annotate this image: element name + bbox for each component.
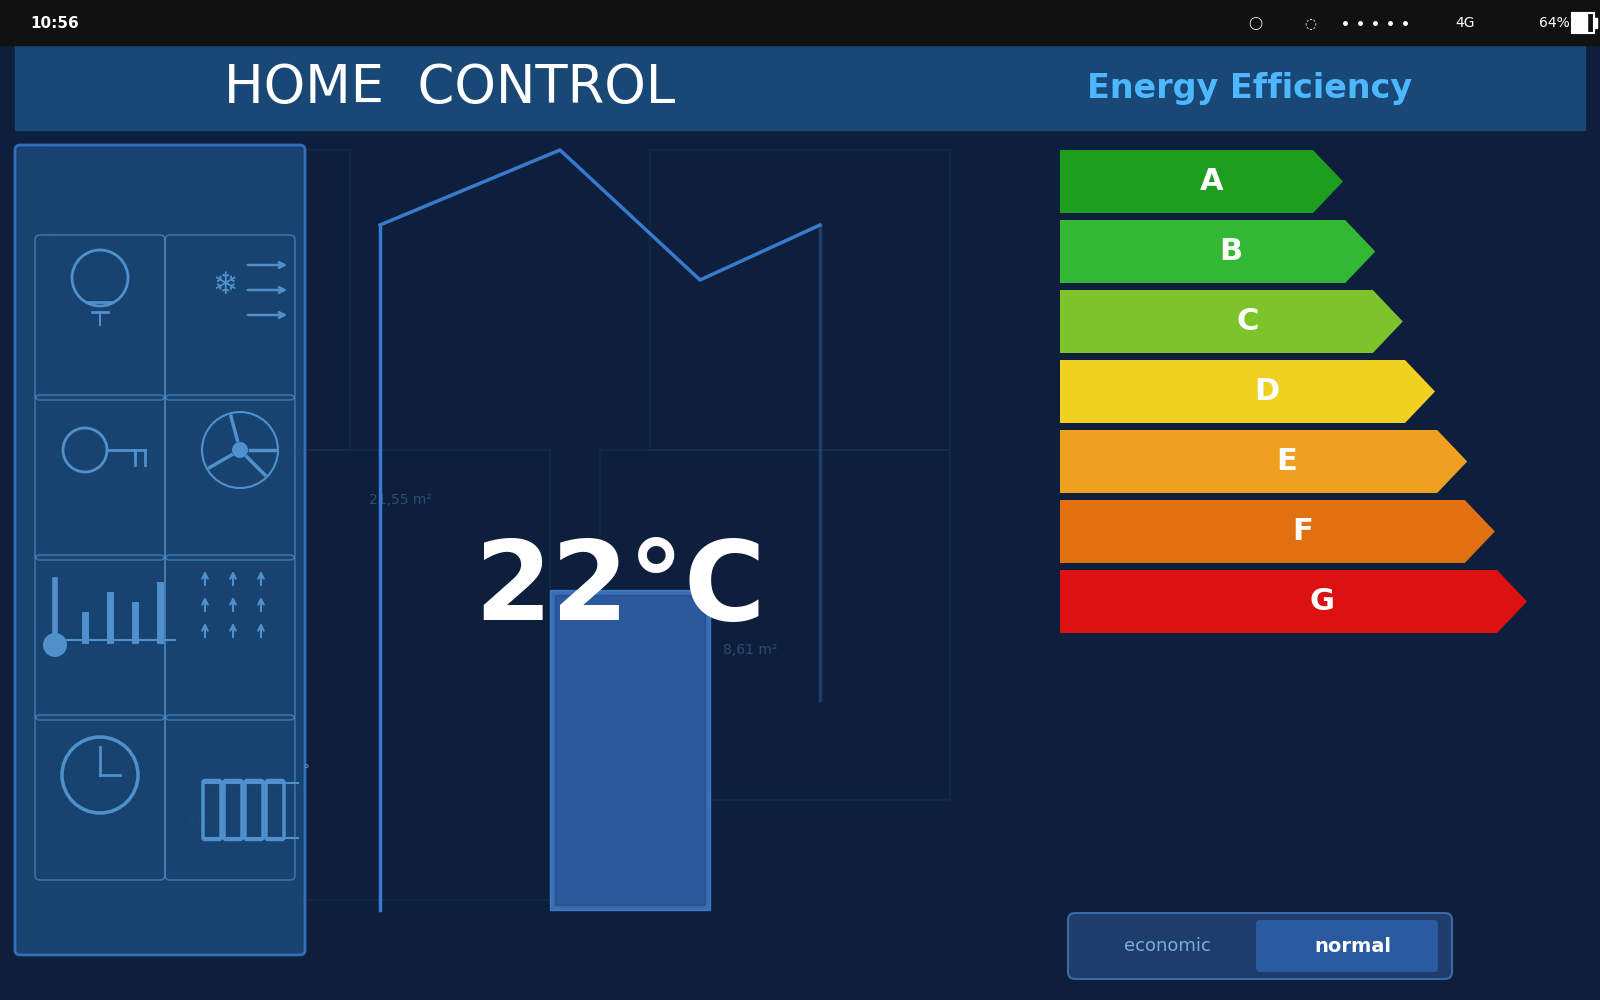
Polygon shape <box>1059 500 1494 563</box>
Circle shape <box>43 633 67 657</box>
Text: 21,55 m²: 21,55 m² <box>368 493 432 507</box>
Text: normal: normal <box>1314 936 1390 956</box>
FancyBboxPatch shape <box>14 145 306 955</box>
Text: 22°C: 22°C <box>474 536 766 644</box>
Text: ❄: ❄ <box>213 270 238 300</box>
Polygon shape <box>1059 360 1435 423</box>
Text: 8,61 m²: 8,61 m² <box>723 643 778 657</box>
Bar <box>555 595 706 905</box>
Polygon shape <box>1059 570 1526 633</box>
Bar <box>550 590 710 910</box>
FancyBboxPatch shape <box>1069 913 1453 979</box>
Text: G: G <box>1310 587 1334 616</box>
Bar <box>1573 14 1587 32</box>
Text: 10:56: 10:56 <box>30 15 78 30</box>
Text: E: E <box>1275 447 1296 476</box>
Bar <box>1571 13 1594 33</box>
Text: A: A <box>1200 167 1224 196</box>
Circle shape <box>232 442 248 458</box>
Text: ◌: ◌ <box>1304 16 1317 30</box>
Text: 9 m²: 9 m² <box>187 815 213 825</box>
Text: HOME  CONTROL: HOME CONTROL <box>224 62 675 114</box>
Text: F: F <box>1293 517 1314 546</box>
Text: Energy Efficiency: Energy Efficiency <box>1088 72 1413 105</box>
Bar <box>1594 18 1597 28</box>
Text: C: C <box>1237 307 1259 336</box>
Text: 64%: 64% <box>1539 16 1570 30</box>
Text: economic: economic <box>1125 937 1211 955</box>
Polygon shape <box>1059 290 1403 353</box>
Text: 4G: 4G <box>1456 16 1475 30</box>
Bar <box>0 0 1600 45</box>
Polygon shape <box>1059 150 1342 213</box>
FancyBboxPatch shape <box>1256 920 1438 972</box>
Polygon shape <box>1059 220 1376 283</box>
Text: ◯: ◯ <box>1248 16 1262 29</box>
Text: D: D <box>1254 377 1280 406</box>
Text: °: ° <box>302 764 310 778</box>
Bar <box>14 45 1586 130</box>
Polygon shape <box>1059 430 1467 493</box>
Text: B: B <box>1219 237 1243 266</box>
